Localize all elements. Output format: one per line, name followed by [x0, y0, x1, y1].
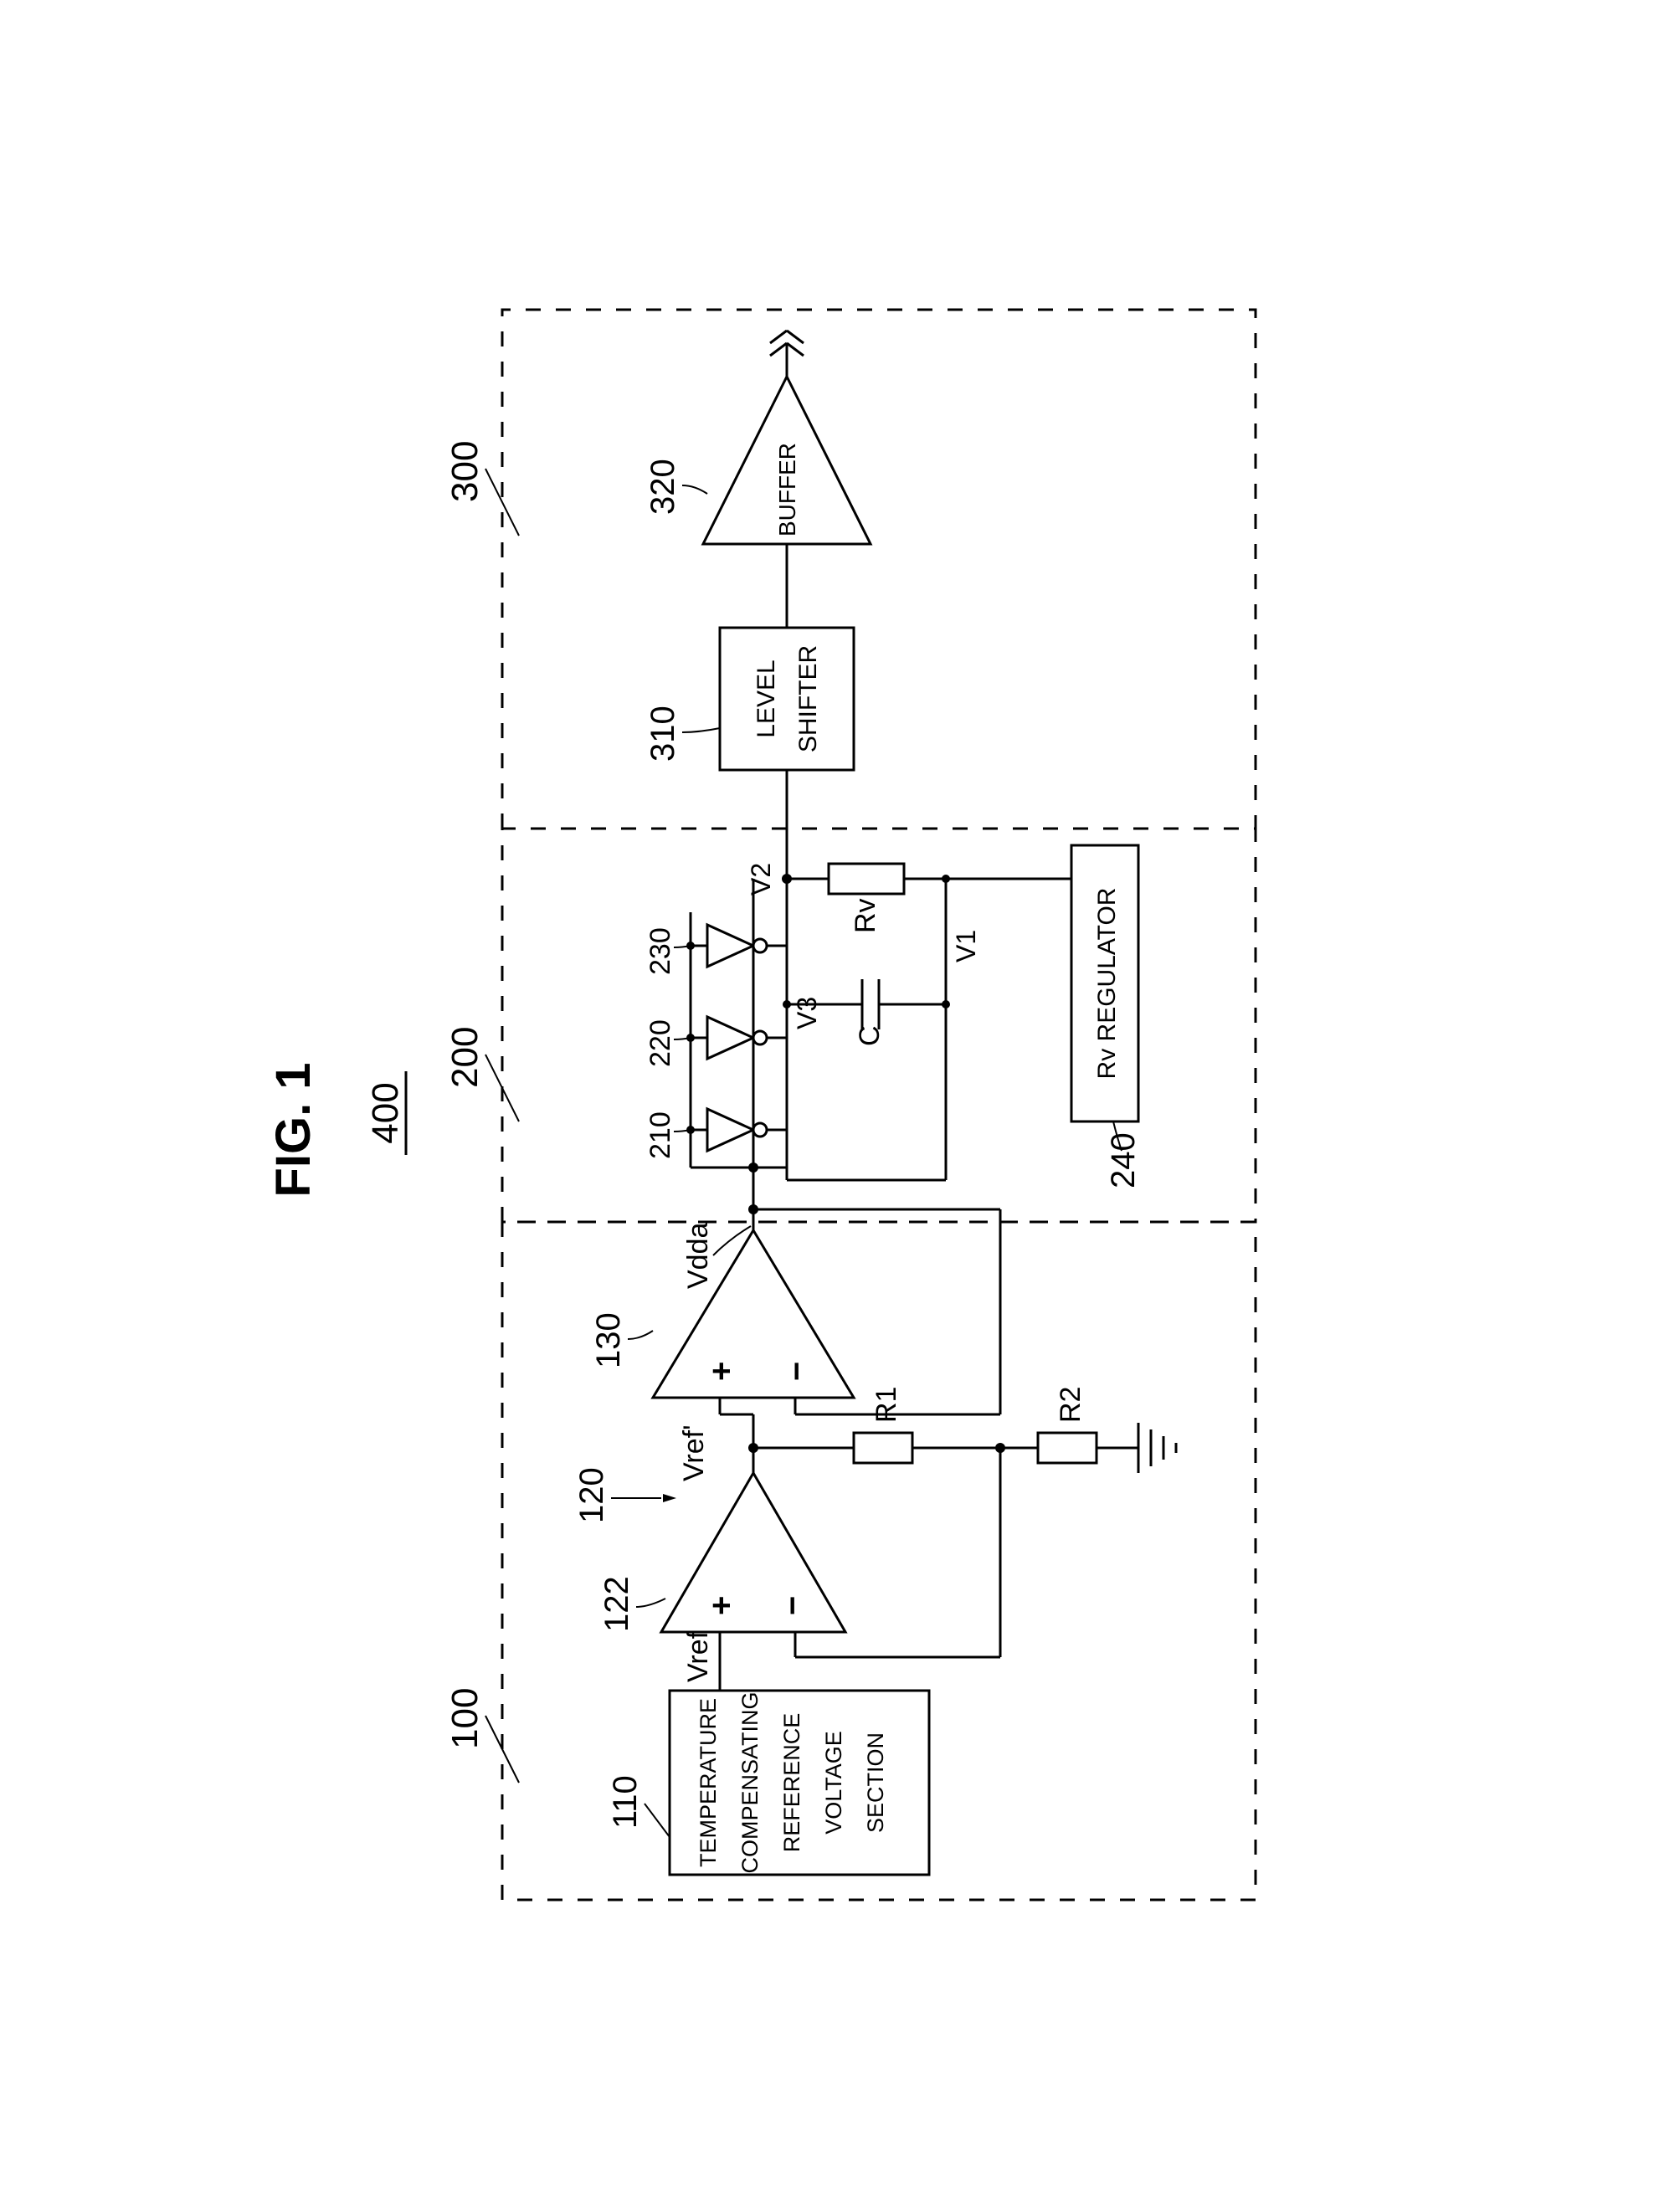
- inverter-210: [691, 1109, 787, 1151]
- buffer-320: BUFFER: [703, 377, 871, 544]
- ref-100: 100: [444, 1688, 485, 1749]
- block-310-l2: SHIFTER: [794, 645, 822, 752]
- ref-122: 122: [598, 1576, 635, 1632]
- label-C: C: [854, 1025, 886, 1046]
- label-v1: V1: [951, 930, 981, 962]
- opamp-122-minus: −: [774, 1596, 811, 1615]
- opamp-130-plus: +: [703, 1362, 740, 1381]
- label-v2: V2: [746, 863, 776, 896]
- label-v3: V3: [792, 997, 822, 1029]
- inverter-220: [691, 1017, 787, 1059]
- ref-110: 110: [607, 1775, 644, 1829]
- figure-title: FIG. 1: [266, 1062, 321, 1197]
- block-240-label: Rv REGULATOR: [1093, 888, 1121, 1080]
- ref-320: 320: [645, 459, 681, 515]
- ref-310: 310: [645, 706, 681, 762]
- ref-120: 120: [573, 1467, 610, 1523]
- ref-400: 400: [365, 1082, 406, 1143]
- label-R2: R2: [1055, 1387, 1086, 1423]
- opamp-122: + −: [661, 1473, 845, 1632]
- ref-220: 220: [645, 1019, 676, 1067]
- ref-130: 130: [590, 1312, 627, 1368]
- block-110-l3: REFERENCE: [779, 1713, 804, 1853]
- opamp-130-minus: −: [778, 1362, 815, 1381]
- ref-240: 240: [1105, 1132, 1142, 1188]
- block-110-l4: VOLTAGE: [821, 1731, 846, 1835]
- circuit-diagram: FIG. 1 400 100 200 300 TEMPERATURE COMPE…: [0, 0, 1659, 2212]
- label-R1: R1: [871, 1387, 902, 1423]
- ground-icon: [1138, 1423, 1176, 1473]
- label-vref: Vref: [682, 1630, 714, 1682]
- ref-210: 210: [645, 1111, 676, 1159]
- label-vrefp: Vref': [678, 1424, 710, 1481]
- opamp-122-plus: +: [703, 1596, 740, 1615]
- section-300: [502, 310, 1256, 829]
- block-110-l5: SECTION: [863, 1732, 888, 1833]
- block-310-l1: LEVEL: [752, 659, 780, 737]
- label-Rv: Rv: [850, 898, 881, 933]
- ref-230: 230: [645, 927, 676, 975]
- block-110-l1: TEMPERATURE: [696, 1698, 721, 1867]
- inverter-230: [691, 925, 787, 967]
- ref-300: 300: [444, 441, 485, 502]
- ref-200: 200: [444, 1027, 485, 1088]
- block-110-l2: COMPENSATING: [737, 1691, 763, 1873]
- label-vdda: Vdda: [682, 1223, 714, 1289]
- buffer-320-label: BUFFER: [774, 443, 800, 536]
- block-310: [720, 628, 854, 770]
